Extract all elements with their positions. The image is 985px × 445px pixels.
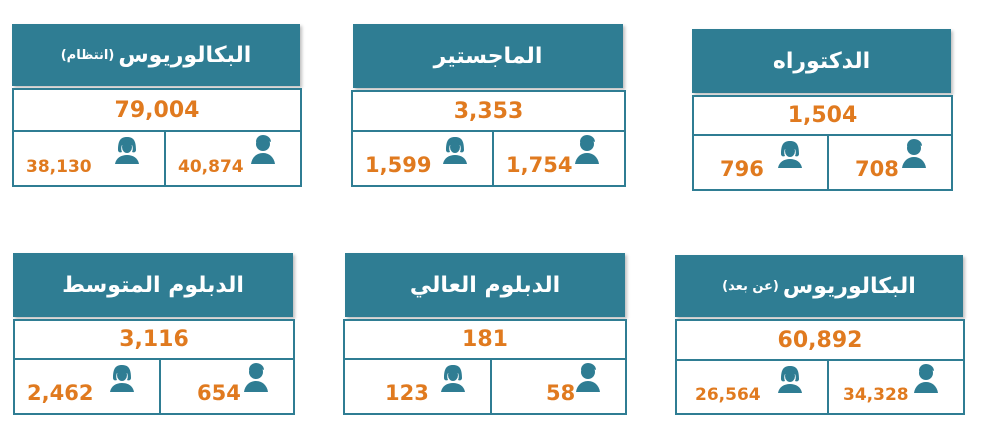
female-cell: 2,462 [15, 358, 161, 413]
female-count: 26,564 [695, 385, 761, 405]
female-cell: 123 [345, 358, 492, 413]
total-value: 79,004 [14, 90, 300, 132]
total-value: 60,892 [677, 321, 963, 361]
card-header: البكالوريوس (عن بعد) [675, 255, 963, 317]
card-title: الدبلوم المتوسط [62, 272, 244, 298]
card-body: 60,892 26,564 34,328 [675, 319, 965, 415]
card-header: البكالوريوس (انتظام) [12, 24, 300, 86]
male-user-icon [902, 139, 926, 168]
stat-card-bachelor-regular: البكالوريوس (انتظام) 79,004 38,130 40,87… [12, 24, 302, 187]
total-value: 3,353 [353, 92, 624, 132]
card-title: البكالوريوس [118, 42, 252, 68]
stat-card-higher-diploma: الدبلوم العالي 181 123 58 [343, 253, 627, 415]
male-cell: 40,874 [166, 130, 300, 185]
male-cell: 654 [161, 358, 293, 413]
male-cell: 1,754 [494, 130, 624, 185]
card-body: 181 123 58 [343, 319, 627, 415]
card-header: الدبلوم المتوسط [13, 253, 293, 317]
male-cell: 58 [492, 358, 625, 413]
card-title: الدبلوم العالي [409, 272, 561, 298]
female-user-icon [115, 137, 139, 164]
male-user-icon [914, 364, 938, 393]
male-cell: 34,328 [829, 359, 963, 413]
card-body: 3,353 1,599 1,754 [351, 90, 626, 187]
female-user-icon [778, 366, 802, 393]
stat-card-intermediate-diploma: الدبلوم المتوسط 3,116 2,462 654 [13, 253, 295, 415]
male-user-icon [575, 135, 599, 164]
card-title: الدكتوراه [772, 48, 871, 74]
card-header: الماجستير [353, 24, 623, 88]
female-count: 38,130 [26, 157, 92, 177]
male-cell: 708 [829, 134, 951, 189]
card-title: البكالوريوس [782, 273, 916, 299]
card-header: الدبلوم العالي [345, 253, 625, 317]
stat-card-phd: الدكتوراه 1,504 796 708 [692, 29, 953, 191]
male-count: 34,328 [843, 385, 909, 405]
card-subtitle: (عن بعد) [722, 278, 779, 294]
female-count: 123 [385, 381, 429, 405]
male-count: 1,754 [506, 153, 573, 177]
card-header: الدكتوراه [692, 29, 951, 93]
female-count: 2,462 [27, 381, 94, 405]
total-value: 181 [345, 321, 625, 360]
male-count: 708 [855, 157, 899, 181]
total-value: 3,116 [15, 321, 293, 360]
card-body: 1,504 796 708 [692, 95, 953, 191]
male-count: 58 [546, 381, 576, 405]
card-subtitle: (انتظام) [60, 47, 115, 63]
male-count: 40,874 [178, 157, 244, 177]
male-user-icon [251, 135, 275, 164]
female-count: 1,599 [365, 153, 432, 177]
female-user-icon [443, 137, 467, 164]
male-user-icon [576, 363, 600, 392]
female-user-icon [110, 365, 134, 392]
female-cell: 796 [694, 134, 829, 189]
card-title: الماجستير [433, 43, 543, 69]
female-user-icon [778, 141, 802, 168]
female-cell: 1,599 [353, 130, 494, 185]
total-value: 1,504 [694, 97, 951, 136]
stat-card-bachelor-distance: البكالوريوس (عن بعد) 60,892 26,564 34,32… [675, 255, 965, 415]
female-cell: 26,564 [677, 359, 829, 413]
male-user-icon [244, 363, 268, 392]
female-cell: 38,130 [14, 130, 166, 185]
card-body: 79,004 38,130 40,874 [12, 88, 302, 187]
card-body: 3,116 2,462 654 [13, 319, 295, 415]
female-count: 796 [720, 157, 764, 181]
female-user-icon [441, 365, 465, 392]
male-count: 654 [197, 381, 241, 405]
stat-card-masters: الماجستير 3,353 1,599 1,754 [351, 24, 626, 187]
